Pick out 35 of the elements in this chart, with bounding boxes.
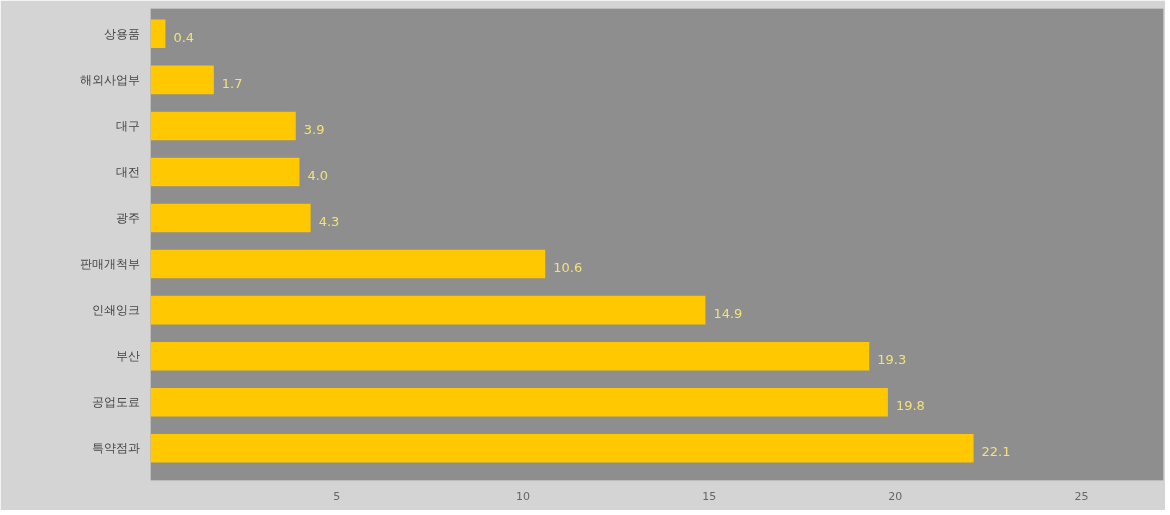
x-tick-label: 20: [888, 489, 903, 503]
data-label: 14.9: [713, 306, 743, 322]
y-tick-label: 부산: [115, 349, 140, 364]
data-label: 0.4: [173, 29, 195, 45]
y-tick-label: 대전: [115, 164, 140, 179]
data-label: 19.3: [877, 352, 907, 368]
bar: [150, 295, 706, 325]
bar: [150, 433, 974, 463]
bar: [150, 387, 888, 417]
data-label: 4.3: [318, 214, 340, 230]
data-label: 22.1: [981, 444, 1011, 460]
y-tick-label: 판매개척부: [79, 257, 140, 272]
x-tick-label: 25: [1074, 489, 1089, 503]
data-label: 10.6: [553, 260, 583, 276]
data-label: 3.9: [303, 121, 325, 137]
bar: [150, 157, 300, 187]
x-tick-label: 15: [702, 489, 717, 503]
bar: [150, 65, 214, 95]
bar: [150, 249, 546, 279]
data-label: 4.0: [307, 167, 329, 183]
x-tick-label: 5: [333, 489, 341, 503]
y-tick-label: 특약점과: [91, 441, 140, 456]
x-tick-label: 10: [515, 489, 530, 503]
data-label: 19.8: [895, 398, 925, 414]
bar: [150, 341, 870, 371]
bar: [150, 19, 166, 49]
y-tick-label: 해외사업부: [79, 72, 140, 87]
bar: [150, 203, 311, 233]
y-tick-label: 광주: [115, 211, 140, 226]
bar: [150, 111, 296, 141]
data-label: 1.7: [221, 75, 243, 91]
y-tick-label: 대구: [115, 118, 140, 133]
y-tick-label: 인쇄잉크: [91, 303, 140, 318]
y-tick-label: 상용품: [103, 26, 140, 41]
y-tick-label: 공업도료: [91, 395, 140, 410]
